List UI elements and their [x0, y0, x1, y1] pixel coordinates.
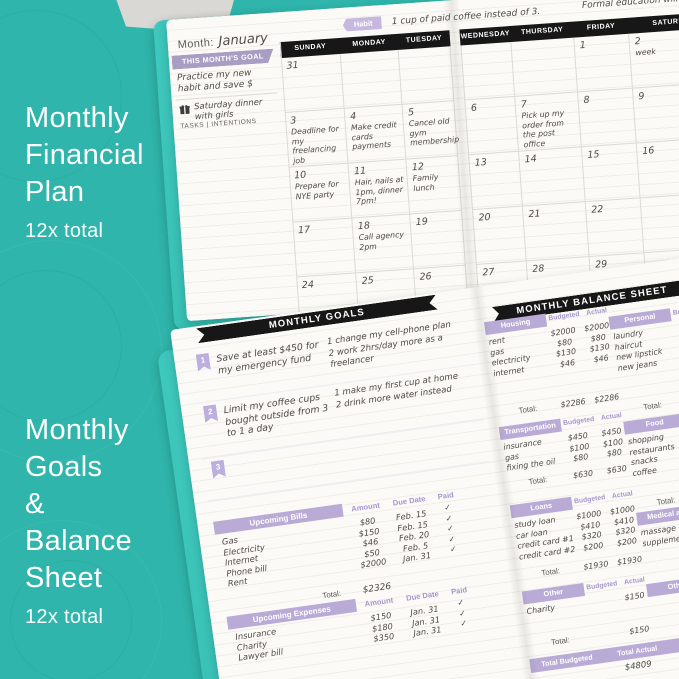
cell-note: Family lunch [412, 172, 439, 193]
calendar-cell: 3 Deadline for my freelancing job [284, 108, 349, 168]
gift-icon [179, 105, 190, 115]
goal-steps: 1 change my cell-phone plan 2 work 2hrs/… [326, 319, 452, 370]
date-number: 15 [587, 149, 600, 161]
date-number: 17 [297, 224, 311, 237]
total-budgeted: $2286 [560, 396, 587, 410]
goal-flag: 3 [211, 460, 226, 479]
calendar-cell [511, 37, 579, 97]
cell-note: Prepare for NYE party [294, 179, 339, 201]
total-label: Total: [642, 400, 663, 412]
cell-note: Pick up my order from the post office [521, 108, 565, 149]
total-label: Total: [550, 635, 571, 647]
total-label: Total: [518, 403, 538, 416]
calendar-cell [398, 46, 455, 105]
calendar-cell: 15 [581, 143, 641, 203]
rose-pattern [10, 560, 132, 679]
calendar-cell: 8 [578, 88, 637, 148]
calendar-cell: 17 [292, 218, 357, 278]
calendar-cell: 19 [410, 210, 466, 270]
quote-text: Formal education will make you a living;… [582, 0, 679, 11]
calendar-cell [460, 41, 516, 101]
day-header-saturday: SATURDAY [652, 17, 679, 28]
total-label: Total: [656, 495, 676, 507]
calendar-cell: 20 [472, 206, 527, 265]
goal-flag: 2 [203, 404, 218, 423]
total-budgeted [588, 628, 622, 633]
cell-note: Deadline for my freelancing job [290, 124, 340, 165]
column-header-budgeted: Budgeted [573, 494, 606, 506]
column-header-budgeted: Budgeted [585, 580, 618, 592]
calendar-cell: 22 [585, 198, 645, 258]
calendar-cell: 14 [519, 147, 586, 207]
column-header-budgeted: Budgeted [672, 305, 679, 317]
total-budgeted: $630 [572, 468, 594, 481]
date-number: 1 [579, 39, 587, 52]
month-goal-ribbon: THIS MONTH'S GOAL [172, 49, 275, 70]
cell-note: Call agency 2pm [358, 229, 405, 252]
date-number: 8 [583, 94, 591, 107]
balance-section: Housing Budgeted Actual rent $2000 $2000 gas $8… [483, 305, 624, 428]
calendar-cell: 11 Hair, nails at 1pm, dinner 7pm! [348, 159, 411, 219]
calendar-cell: 1 [574, 33, 633, 93]
date-number: 24 [301, 279, 315, 292]
caption-line: & [25, 488, 45, 520]
goal-flag: 1 [196, 353, 211, 372]
calendar-spread: Month: January Habit 1 cup of paid coffee… [153, 0, 679, 333]
date-number: 27 [482, 266, 495, 279]
calendar-cell: 13 [468, 151, 523, 211]
date-number: 13 [474, 156, 488, 169]
date-number: 21 [528, 208, 541, 221]
budgeted-value [583, 594, 617, 599]
calendar-cell: 7 Pick up my order from the post office [515, 92, 582, 152]
calendar-cell [340, 49, 403, 109]
date-number: 25 [361, 275, 375, 287]
total-budgeted: $1930 [582, 559, 609, 572]
date-number: 22 [590, 203, 604, 216]
calendar-sidebar: THIS MONTH'S GOAL Practice my new habit … [168, 42, 300, 322]
date-number: 6 [470, 102, 478, 114]
date-number: 20 [478, 211, 492, 224]
calendar-cell: 4 Make credit cards payments [344, 104, 407, 164]
date-number: 19 [415, 216, 429, 229]
habit-note: 1 cup of paid coffee instead of 3. [391, 6, 541, 28]
calendar-page: Month: January Habit 1 cup of paid coffee… [166, 0, 679, 333]
calendar-cell: 10 Prepare for NYE party [288, 163, 353, 223]
column-header-budgeted: Budgeted [562, 415, 595, 428]
month-goal-note: Practice my new habit and save $ [176, 68, 254, 95]
calendar-cell: 6 [464, 96, 520, 156]
calendar-cell: 12 Family lunch [406, 155, 463, 215]
calendar-cell: 31 [280, 53, 345, 113]
column-header-budgeted: Budgeted [547, 310, 580, 323]
goal-text: Save at least $450 for my emergency fund [215, 339, 320, 377]
rose-pattern [0, 10, 122, 182]
calendar-cell: 5 Cancel old gym membership [402, 101, 460, 160]
total-label: Total: [540, 566, 561, 578]
date-number: 26 [419, 271, 433, 283]
cell-note: Make credit cards payments [350, 120, 397, 152]
calendar-cell: 21 [522, 202, 590, 262]
habit-tag: Habit [342, 16, 382, 32]
cell-note: Cancel old gym membership [408, 116, 460, 148]
total-actual: $150 [628, 624, 650, 636]
date-number: 31 [286, 59, 299, 72]
date-number: 14 [524, 153, 538, 166]
total-label: Total: [528, 475, 548, 487]
calendar-cell: 18 Call agency 2pm [352, 214, 414, 274]
cell-note: Hair, nails at 1pm, dinner 7pm! [354, 174, 404, 207]
event-row: Saturday dinner with girls [179, 96, 280, 123]
